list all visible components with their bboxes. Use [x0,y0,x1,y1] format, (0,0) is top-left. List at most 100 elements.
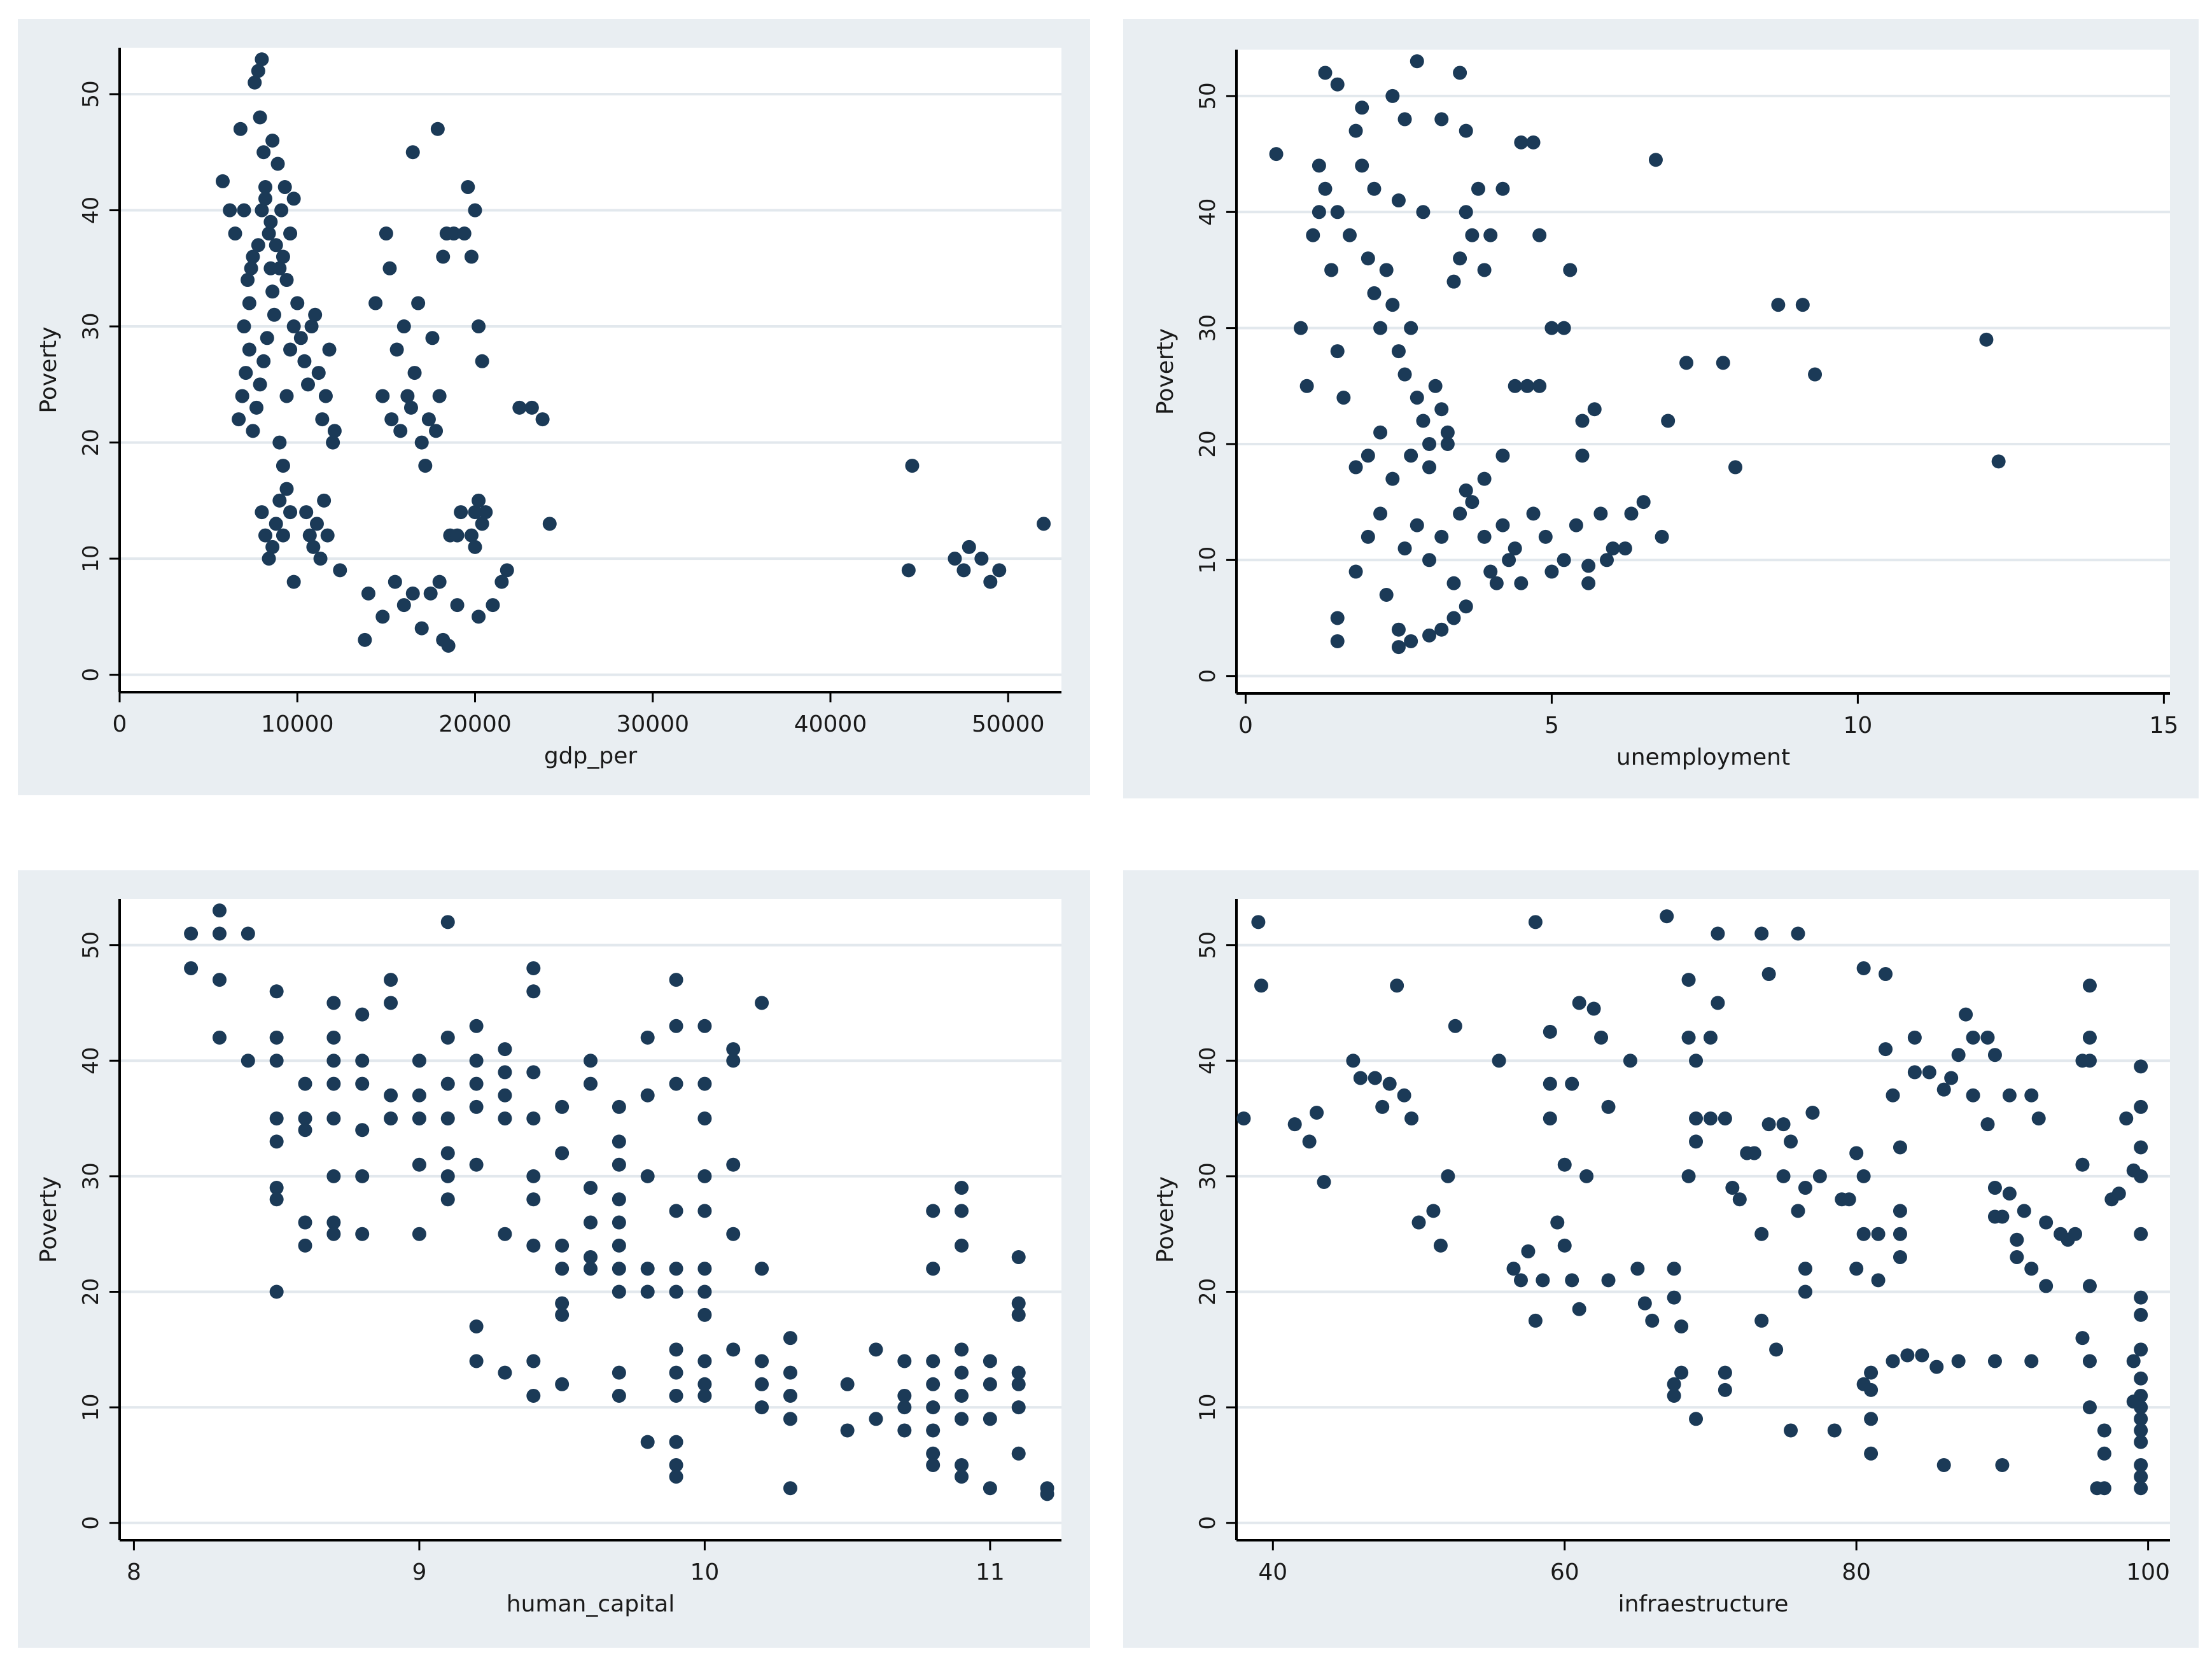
scatter-point-unemployment [1587,402,1602,417]
x-tick-label: 5 [1544,713,1559,739]
scatter-point-human-capital [783,1331,797,1346]
scatter-point-unemployment [1385,88,1400,103]
scatter-point-gdp-per [269,517,283,531]
scatter-point-infraestructure [1492,1054,1506,1068]
y-tick-label: 30 [1195,314,1221,342]
scatter-point-infraestructure [1368,1071,1382,1085]
scatter-point-gdp-per [283,342,298,357]
scatter-point-infraestructure [1886,1088,1900,1103]
scatter-point-human-capital [612,1388,626,1403]
scatter-point-infraestructure [1791,1204,1805,1218]
scatter-point-infraestructure [1543,1024,1557,1039]
scatter-point-infraestructure [2024,1354,2039,1368]
x-tick-label: 10 [690,1559,719,1585]
scatter-point-infraestructure [2134,1458,2148,1472]
scatter-point-gdp-per [389,342,404,357]
scatter-point-gdp-per [327,424,342,438]
scatter-point-human-capital [640,1262,655,1276]
scatter-point-infraestructure [1681,1169,1696,1183]
y-tick-label: 50 [1195,82,1221,109]
scatter-point-unemployment [1575,414,1590,428]
scatter-point-unemployment [1495,449,1510,463]
scatter-point-human-capital [669,1204,683,1218]
scatter-point-infraestructure [2111,1186,2126,1201]
y-axis-title: Poverty [1152,328,1179,415]
scatter-point-gdp-per [293,331,308,345]
scatter-point-human-capital [355,1123,370,1138]
y-tick-label: 20 [78,1278,104,1305]
scatter-point-unemployment [1453,506,1467,521]
scatter-point-infraestructure [1776,1169,1791,1183]
scatter-point-human-capital [955,1342,969,1357]
scatter-point-human-capital [869,1342,883,1357]
scatter-point-gdp-per [249,400,264,415]
scatter-point-human-capital [726,1227,741,1241]
scatter-point-human-capital [184,926,199,941]
scatter-point-unemployment [1532,379,1547,393]
scatter-point-infraestructure [1572,1302,1586,1316]
scatter-point-human-capital [697,1019,712,1033]
scatter-point-human-capital [212,926,227,941]
scatter-point-gdp-per [260,331,274,345]
scatter-point-infraestructure [1251,915,1266,929]
x-tick-label: 0 [1238,713,1253,739]
scatter-point-gdp-per [279,273,294,288]
y-tick-label: 0 [1195,669,1221,683]
scatter-point-gdp-per [379,226,393,241]
scatter-point-unemployment [1728,460,1743,475]
scatter-point-human-capital [926,1377,941,1391]
scatter-point-gdp-per [983,574,998,589]
scatter-point-unemployment [1446,611,1461,625]
scatter-point-unemployment [1544,564,1559,579]
scatter-point-human-capital [897,1400,912,1415]
scatter-point-unemployment [1599,553,1614,567]
scatter-point-gdp-per [277,180,292,195]
scatter-point-infraestructure [2134,1412,2148,1426]
scatter-point-infraestructure [1754,1313,1769,1328]
scatter-point-infraestructure [1513,1273,1528,1288]
scatter-point-gdp-per [283,226,298,241]
scatter-point-infraestructure [1404,1111,1419,1126]
scatter-point-human-capital [726,1054,741,1068]
x-tick-label: 0 [113,711,127,737]
scatter-point-human-capital [669,1076,683,1091]
y-tick-label: 20 [1195,430,1221,457]
scatter-point-human-capital [584,1262,598,1276]
scatter-point-gdp-per [255,203,269,218]
scatter-point-infraestructure [1732,1192,1747,1207]
scatter-point-human-capital [983,1377,997,1391]
scatter-point-human-capital [612,1192,626,1207]
scatter-point-infraestructure [2082,1400,2097,1415]
scatter-point-gdp-per [486,598,500,613]
scatter-point-unemployment [1342,228,1357,242]
scatter-point-human-capital [326,1076,341,1091]
scatter-point-infraestructure [1630,1262,1645,1276]
scatter-point-gdp-per [304,319,319,334]
scatter-point-infraestructure [1667,1388,1681,1403]
scatter-point-unemployment [1422,553,1437,567]
x-tick-label: 100 [2126,1559,2170,1585]
x-axis-title: unemployment [1616,744,1790,770]
scatter-point-infraestructure [1667,1377,1681,1391]
scatter-point-gdp-per [475,517,489,531]
scatter-point-infraestructure [1864,1365,1879,1380]
scatter-point-unemployment [1655,529,1669,544]
scatter-point-unemployment [1716,356,1730,370]
scatter-point-human-capital [926,1458,941,1472]
scatter-point-unemployment [1593,506,1608,521]
scatter-point-human-capital [440,1111,455,1126]
scatter-point-human-capital [926,1423,941,1438]
scatter-point-gdp-per [237,203,251,218]
scatter-point-infraestructure [1287,1117,1302,1132]
scatter-point-unemployment [1434,112,1449,127]
scatter-point-infraestructure [1856,1169,1871,1183]
scatter-point-gdp-per [318,389,333,403]
panel-gdp-per: 0 10 20 30 40 50 0 10000 20000 30000 40000 50000 gdp… [18,19,1090,795]
scatter-point-infraestructure [1791,926,1805,941]
scatter-point-human-capital [498,1111,512,1126]
scatter-point-infraestructure [1864,1412,1879,1426]
scatter-point-infraestructure [1747,1146,1761,1160]
scatter-point-infraestructure [1254,978,1268,993]
scatter-point-infraestructure [1667,1290,1681,1305]
scatter-point-infraestructure [2134,1169,2148,1183]
